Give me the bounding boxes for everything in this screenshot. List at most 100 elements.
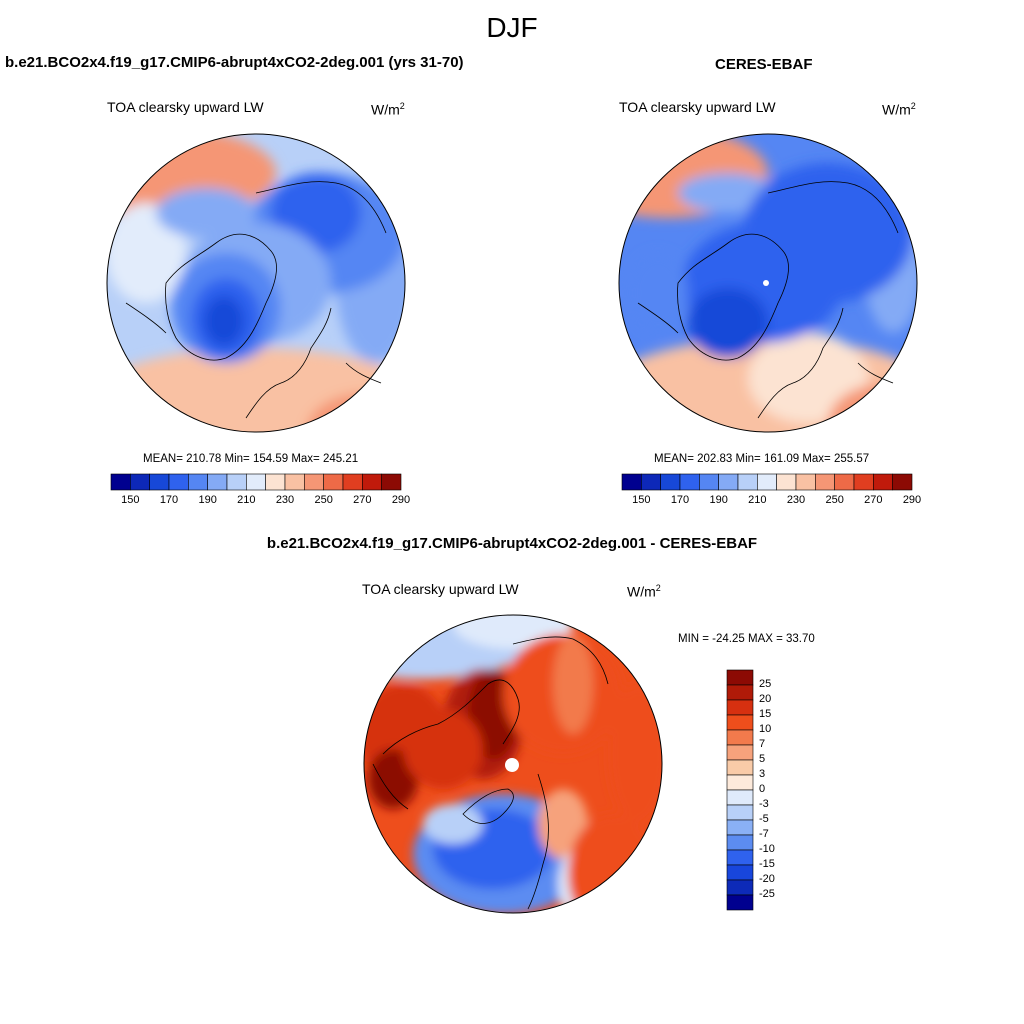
colorbar-tick-label: 150 bbox=[632, 494, 651, 506]
colorbar-tick-label: 20 bbox=[759, 693, 772, 705]
colorbar-swatch bbox=[726, 669, 754, 686]
colorbar-tick-label: -7 bbox=[759, 828, 769, 840]
left-units-base: W/m bbox=[371, 101, 400, 118]
diff-colorbar-ticks: 25 20 15 10 7 5 3 0 -3 -5 -7 -10 -15 -20 -25 bbox=[759, 670, 799, 910]
colorbar-swatch bbox=[726, 804, 754, 821]
colorbar-swatch bbox=[726, 684, 754, 701]
colorbar-swatch bbox=[726, 894, 754, 911]
diff-units-base: W/m bbox=[627, 583, 656, 600]
right-units-exp: 2 bbox=[910, 101, 916, 111]
colorbar-swatch bbox=[130, 473, 150, 491]
colorbar-swatch bbox=[737, 473, 758, 491]
colorbar-swatch bbox=[110, 473, 131, 491]
colorbar-tick-label: 0 bbox=[759, 783, 766, 795]
colorbar-tick-label: 210 bbox=[748, 494, 767, 506]
left-map-border bbox=[106, 133, 406, 433]
left-stats: MEAN= 210.78 Min= 154.59 Max= 245.21 bbox=[143, 453, 359, 465]
left-units-label: W/m2 bbox=[371, 101, 405, 118]
right-map-border bbox=[618, 133, 918, 433]
colorbar-tick-label: 250 bbox=[825, 494, 844, 506]
diff-stats: MIN = -24.25 MAX = 33.70 bbox=[678, 633, 815, 645]
colorbar-tick-label: 290 bbox=[391, 494, 411, 506]
colorbar-swatch bbox=[726, 789, 754, 806]
colorbar-tick-label: 3 bbox=[759, 768, 766, 780]
colorbar-tick-label: 170 bbox=[670, 494, 690, 506]
right-units-base: W/m bbox=[882, 101, 911, 118]
diff-colorbar bbox=[726, 669, 754, 911]
colorbar-swatch bbox=[726, 774, 754, 791]
colorbar-tick-label: 230 bbox=[786, 494, 806, 506]
left-colorbar bbox=[110, 473, 402, 491]
colorbar-swatch bbox=[726, 864, 754, 881]
colorbar-swatch bbox=[726, 699, 754, 716]
diff-coastlines bbox=[372, 636, 609, 910]
colorbar-swatch bbox=[323, 473, 344, 491]
colorbar-tick-label: 250 bbox=[314, 494, 333, 506]
left-polar-map bbox=[106, 133, 406, 433]
colorbar-tick-label: -10 bbox=[759, 843, 775, 855]
diff-panel-title: b.e21.BCO2x4.f19_g17.CMIP6-abrupt4xCO2-2… bbox=[266, 535, 758, 552]
colorbar-swatch bbox=[226, 473, 247, 491]
colorbar-swatch bbox=[679, 473, 700, 491]
diff-units-label: W/m2 bbox=[627, 583, 661, 600]
colorbar-swatch bbox=[246, 473, 266, 491]
colorbar-tick-label: 270 bbox=[353, 494, 372, 506]
colorbar-swatch bbox=[660, 473, 681, 491]
colorbar-swatch bbox=[834, 473, 855, 491]
colorbar-swatch bbox=[168, 473, 189, 491]
colorbar-swatch bbox=[726, 759, 754, 776]
left-units-exp: 2 bbox=[399, 101, 405, 111]
right-colorbar-ticks: 150 170 190 210 230 250 270 290 bbox=[622, 494, 921, 508]
diff-map-border bbox=[363, 614, 663, 914]
colorbar-swatch bbox=[265, 473, 286, 491]
colorbar-tick-label: -20 bbox=[759, 873, 775, 885]
colorbar-swatch bbox=[795, 473, 816, 491]
colorbar-swatch bbox=[726, 834, 754, 851]
colorbar-swatch bbox=[815, 473, 835, 491]
colorbar-swatch bbox=[362, 473, 382, 491]
colorbar-swatch bbox=[621, 473, 642, 491]
colorbar-tick-label: 230 bbox=[275, 494, 295, 506]
colorbar-swatch bbox=[284, 473, 305, 491]
figure-title: DJF bbox=[486, 12, 538, 43]
colorbar-swatch bbox=[726, 729, 754, 746]
colorbar-tick-label: 10 bbox=[759, 723, 772, 735]
colorbar-swatch bbox=[342, 473, 363, 491]
colorbar-swatch bbox=[726, 879, 754, 896]
colorbar-tick-label: -5 bbox=[759, 813, 769, 825]
colorbar-tick-label: 150 bbox=[121, 494, 140, 506]
colorbar-tick-label: -15 bbox=[759, 858, 775, 870]
right-units-label: W/m2 bbox=[882, 101, 916, 118]
left-coastlines bbox=[125, 181, 387, 419]
colorbar-swatch bbox=[304, 473, 324, 491]
colorbar-swatch bbox=[381, 473, 402, 491]
colorbar-swatch bbox=[726, 714, 754, 731]
colorbar-swatch bbox=[641, 473, 661, 491]
colorbar-swatch bbox=[776, 473, 797, 491]
diff-polar-map bbox=[363, 614, 663, 914]
left-panel-title: b.e21.BCO2x4.f19_g17.CMIP6-abrupt4xCO2-2… bbox=[5, 54, 464, 71]
colorbar-tick-label: 5 bbox=[759, 753, 766, 765]
colorbar-swatch bbox=[718, 473, 739, 491]
colorbar-swatch bbox=[726, 744, 754, 761]
colorbar-swatch bbox=[873, 473, 893, 491]
right-map-field bbox=[619, 134, 917, 432]
right-coastlines bbox=[637, 181, 899, 419]
colorbar-tick-label: 210 bbox=[237, 494, 256, 506]
colorbar-tick-label: 15 bbox=[759, 708, 772, 720]
colorbar-swatch bbox=[892, 473, 913, 491]
colorbar-swatch bbox=[207, 473, 228, 491]
colorbar-swatch bbox=[188, 473, 208, 491]
left-variable-label: TOA clearsky upward LW bbox=[107, 99, 264, 115]
colorbar-swatch bbox=[149, 473, 170, 491]
colorbar-swatch bbox=[726, 819, 754, 836]
colorbar-swatch bbox=[853, 473, 874, 491]
colorbar-tick-label: -3 bbox=[759, 798, 769, 810]
right-variable-label: TOA clearsky upward LW bbox=[619, 99, 776, 115]
colorbar-tick-label: 7 bbox=[759, 738, 766, 750]
colorbar-tick-label: 290 bbox=[902, 494, 922, 506]
colorbar-tick-label: -25 bbox=[759, 888, 775, 900]
colorbar-swatch bbox=[757, 473, 777, 491]
right-stats: MEAN= 202.83 Min= 161.09 Max= 255.57 bbox=[654, 453, 870, 465]
colorbar-swatch bbox=[726, 849, 754, 866]
